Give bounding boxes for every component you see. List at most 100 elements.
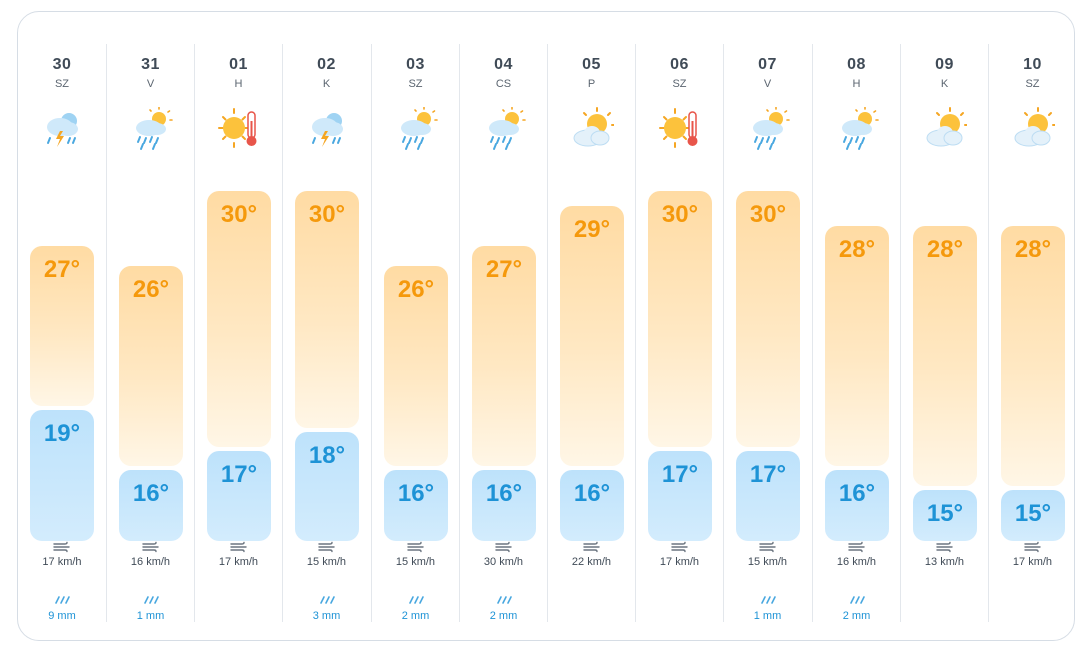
sun-rain-icon bbox=[394, 106, 438, 151]
low-temp-bar: 17° bbox=[207, 451, 271, 541]
high-temp-bar: 27° bbox=[472, 246, 536, 466]
day-date: 08 bbox=[847, 56, 866, 73]
day-date: 30 bbox=[52, 56, 72, 73]
high-temp-bar: 30° bbox=[736, 191, 800, 447]
day-weekday: K bbox=[940, 78, 949, 90]
sun-rain-icon bbox=[835, 106, 879, 151]
day-date: 06 bbox=[670, 56, 689, 73]
wind-speed: 22 km/h bbox=[571, 556, 612, 568]
low-temp-bar: 18° bbox=[295, 432, 359, 541]
wind-icon bbox=[936, 540, 954, 553]
low-temp-bar: 15° bbox=[913, 490, 977, 541]
low-temp: 16° bbox=[397, 480, 435, 507]
day-weekday: V bbox=[763, 78, 772, 90]
high-temp: 29° bbox=[573, 216, 611, 243]
day-weekday: SZ bbox=[408, 78, 423, 90]
low-temp-bar: 15° bbox=[1001, 490, 1065, 541]
low-temp: 16° bbox=[838, 480, 876, 507]
rain-icon bbox=[848, 592, 866, 604]
wind-icon bbox=[759, 540, 777, 553]
low-temp: 17° bbox=[661, 461, 699, 488]
low-temp: 18° bbox=[308, 442, 346, 469]
day-weekday: SZ bbox=[1025, 78, 1040, 90]
day-weekday: H bbox=[852, 78, 861, 90]
day-date: 05 bbox=[582, 56, 601, 73]
wind-icon bbox=[1024, 540, 1042, 553]
high-temp-bar: 27° bbox=[30, 246, 94, 406]
high-temp: 30° bbox=[308, 201, 346, 228]
day-date: 04 bbox=[494, 56, 513, 73]
wind-icon bbox=[583, 540, 601, 553]
low-temp-bar: 16° bbox=[825, 470, 889, 541]
high-temp-bar: 30° bbox=[648, 191, 712, 447]
wind-speed: 17 km/h bbox=[42, 556, 82, 568]
rain-icon bbox=[318, 592, 336, 604]
rain-icon bbox=[759, 592, 777, 604]
low-temp-bar: 16° bbox=[384, 470, 448, 541]
day-weekday: K bbox=[322, 78, 331, 90]
high-temp: 30° bbox=[749, 201, 787, 228]
day-weekday: CS bbox=[495, 78, 512, 90]
high-temp-bar: 28° bbox=[1001, 226, 1065, 486]
day-date: 31 bbox=[141, 56, 160, 73]
wind-icon bbox=[318, 540, 336, 553]
low-temp: 19° bbox=[43, 420, 81, 447]
day-column: 03 SZ 26° 16° 15 km/h bbox=[371, 44, 459, 622]
day-column: 06 SZ 30° 17° 17 km/h bbox=[635, 44, 723, 622]
high-temp: 28° bbox=[838, 236, 876, 263]
high-temp: 26° bbox=[397, 276, 435, 303]
wind-speed: 15 km/h bbox=[306, 556, 347, 568]
wind-icon bbox=[495, 540, 513, 553]
day-column: 30 SZ 27° 19° 17 km/h 9 mm bbox=[18, 44, 106, 622]
hot-sun-icon bbox=[658, 107, 702, 151]
day-weekday: SZ bbox=[54, 78, 70, 90]
partly-cloudy-icon bbox=[923, 107, 968, 151]
rain-icon bbox=[407, 592, 425, 604]
storm-rain-icon bbox=[305, 107, 349, 151]
high-temp-bar: 26° bbox=[119, 266, 183, 466]
partly-cloudy-icon bbox=[1011, 107, 1056, 151]
partly-cloudy-icon bbox=[570, 107, 615, 151]
rain-amount: 1 mm bbox=[753, 610, 782, 622]
day-weekday: H bbox=[234, 78, 243, 90]
rain-icon bbox=[142, 592, 160, 604]
rain-icon bbox=[53, 592, 71, 604]
day-date: 01 bbox=[229, 56, 248, 73]
high-temp-bar: 30° bbox=[207, 191, 271, 447]
wind-icon bbox=[407, 540, 425, 553]
sun-rain-icon bbox=[129, 106, 173, 151]
low-temp: 16° bbox=[485, 480, 523, 507]
rain-amount: 2 mm bbox=[401, 610, 430, 622]
low-temp: 15° bbox=[926, 500, 964, 527]
wind-icon bbox=[671, 540, 689, 553]
high-temp-bar: 26° bbox=[384, 266, 448, 466]
wind-icon bbox=[53, 540, 71, 553]
low-temp-bar: 17° bbox=[648, 451, 712, 541]
high-temp: 26° bbox=[132, 276, 170, 303]
wind-speed: 16 km/h bbox=[130, 556, 171, 568]
sun-rain-icon bbox=[746, 106, 790, 151]
low-temp: 16° bbox=[132, 480, 170, 507]
day-date: 10 bbox=[1023, 56, 1042, 73]
day-date: 09 bbox=[935, 56, 954, 73]
wind-icon bbox=[848, 540, 866, 553]
day-column: 07 V 30° 17° 15 km/h bbox=[723, 44, 811, 622]
wind-icon bbox=[230, 540, 248, 553]
high-temp-bar: 29° bbox=[560, 206, 624, 466]
low-temp-bar: 16° bbox=[472, 470, 536, 541]
wind-icon bbox=[142, 540, 160, 553]
high-temp-bar: 28° bbox=[825, 226, 889, 466]
day-column: 01 H 30° 17° 17 km/h bbox=[194, 44, 282, 622]
high-temp: 28° bbox=[1014, 236, 1052, 263]
low-temp-bar: 16° bbox=[560, 470, 624, 541]
high-temp: 27° bbox=[43, 256, 81, 283]
day-column: 31 V 26° 16° 16 km/h bbox=[106, 44, 194, 622]
day-column: 05 P 29° 16° 22 km/h bbox=[547, 44, 635, 622]
high-temp: 30° bbox=[220, 201, 258, 228]
high-temp-bar: 30° bbox=[295, 191, 359, 428]
high-temp-bar: 28° bbox=[913, 226, 977, 486]
low-temp: 17° bbox=[749, 461, 787, 488]
wind-speed: 16 km/h bbox=[836, 556, 877, 568]
wind-speed: 13 km/h bbox=[924, 556, 965, 568]
rain-amount: 2 mm bbox=[489, 610, 518, 622]
